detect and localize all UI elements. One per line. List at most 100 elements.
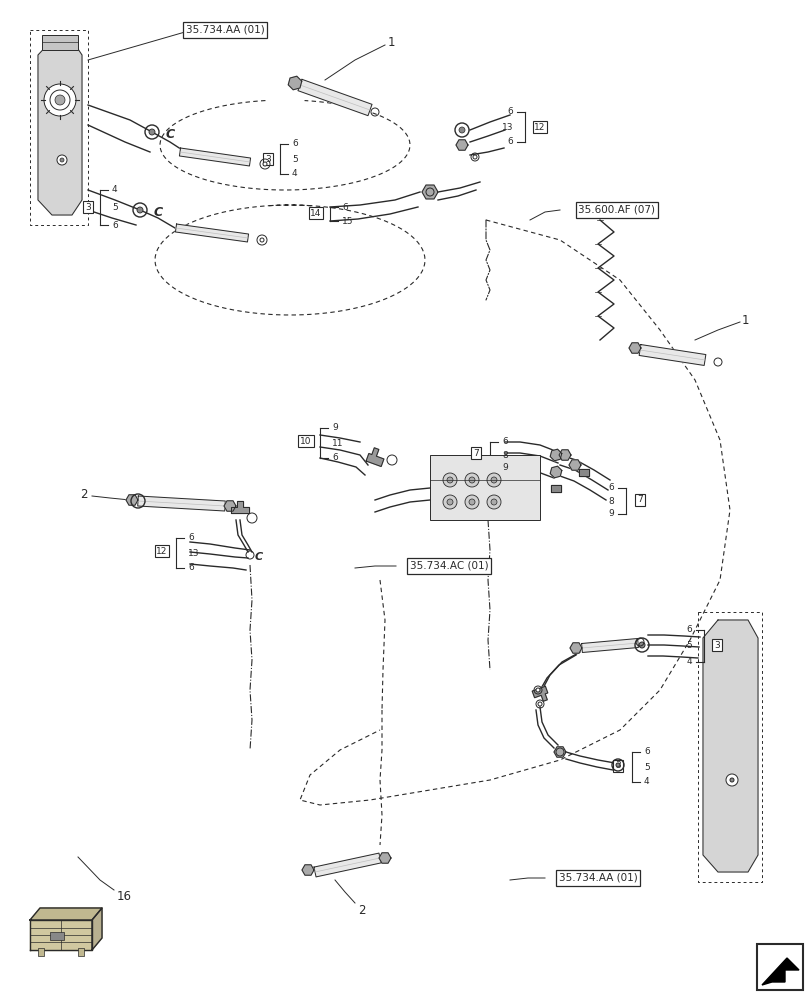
Circle shape <box>137 207 143 213</box>
Circle shape <box>57 155 67 165</box>
Text: 9: 9 <box>502 464 507 473</box>
Text: 2: 2 <box>358 904 365 916</box>
Polygon shape <box>570 643 582 653</box>
Circle shape <box>447 499 453 505</box>
Text: 6: 6 <box>188 564 194 572</box>
Polygon shape <box>231 501 249 513</box>
Polygon shape <box>30 920 92 950</box>
Polygon shape <box>92 908 102 950</box>
Circle shape <box>538 702 542 706</box>
Polygon shape <box>179 148 250 166</box>
Text: 4: 4 <box>644 778 650 786</box>
Circle shape <box>616 763 620 767</box>
Bar <box>38 948 44 956</box>
Text: 8: 8 <box>502 450 507 460</box>
Text: 9: 9 <box>332 424 338 432</box>
Polygon shape <box>629 343 641 353</box>
Polygon shape <box>224 501 236 511</box>
Text: 6: 6 <box>686 626 692 635</box>
Text: 5: 5 <box>644 762 650 772</box>
Polygon shape <box>38 40 82 215</box>
Text: 4: 4 <box>292 169 297 178</box>
Text: 35.734.AC (01): 35.734.AC (01) <box>410 561 488 571</box>
Text: 6: 6 <box>292 139 298 148</box>
Text: 12: 12 <box>156 546 168 556</box>
Text: 7: 7 <box>473 448 479 458</box>
Polygon shape <box>314 853 381 877</box>
Text: 6: 6 <box>507 107 513 116</box>
Circle shape <box>491 477 497 483</box>
Polygon shape <box>366 448 384 466</box>
Circle shape <box>55 95 65 105</box>
Polygon shape <box>302 865 314 875</box>
Text: 3: 3 <box>615 762 621 770</box>
Bar <box>757 944 803 990</box>
Text: 6: 6 <box>332 454 338 462</box>
Text: 12: 12 <box>534 122 545 131</box>
Circle shape <box>491 499 497 505</box>
Polygon shape <box>175 224 249 242</box>
Circle shape <box>447 477 453 483</box>
Text: 3: 3 <box>85 202 90 212</box>
Text: 6: 6 <box>507 137 513 146</box>
Polygon shape <box>422 185 438 199</box>
Text: 6: 6 <box>502 438 507 446</box>
Text: 1: 1 <box>742 314 750 326</box>
Polygon shape <box>288 76 301 90</box>
Polygon shape <box>550 449 562 461</box>
Polygon shape <box>559 450 571 460</box>
Polygon shape <box>554 747 566 757</box>
Text: 4: 4 <box>686 658 692 666</box>
Text: 16: 16 <box>117 890 132 904</box>
Polygon shape <box>582 639 638 652</box>
Text: 13: 13 <box>502 122 513 131</box>
Text: 8: 8 <box>608 496 614 506</box>
Text: 35.734.AA (01): 35.734.AA (01) <box>558 873 638 883</box>
Circle shape <box>443 473 457 487</box>
Text: 6: 6 <box>342 202 347 212</box>
Polygon shape <box>569 460 581 470</box>
Circle shape <box>473 155 477 159</box>
Circle shape <box>487 495 501 509</box>
Circle shape <box>465 495 479 509</box>
Polygon shape <box>532 686 548 701</box>
Circle shape <box>726 774 738 786</box>
Text: 11: 11 <box>332 438 343 448</box>
Bar <box>430 455 540 520</box>
Bar <box>42 35 78 50</box>
Polygon shape <box>30 908 102 920</box>
Bar <box>78 948 84 956</box>
Circle shape <box>639 642 645 648</box>
Polygon shape <box>126 495 138 505</box>
Circle shape <box>149 129 155 135</box>
Text: 9: 9 <box>608 510 614 518</box>
Text: 3: 3 <box>265 154 271 163</box>
Text: 14: 14 <box>310 209 322 218</box>
Circle shape <box>60 158 64 162</box>
Text: 4: 4 <box>112 186 118 194</box>
Text: 35.600.AF (07): 35.600.AF (07) <box>579 205 655 215</box>
Circle shape <box>730 778 734 782</box>
Text: C: C <box>166 127 175 140</box>
Polygon shape <box>550 466 562 478</box>
Text: 35.734.AA (01): 35.734.AA (01) <box>186 25 264 35</box>
Text: C: C <box>154 206 162 219</box>
Text: 7: 7 <box>638 495 643 504</box>
Polygon shape <box>762 958 799 985</box>
Text: 1: 1 <box>388 36 395 49</box>
Circle shape <box>469 499 475 505</box>
Polygon shape <box>456 140 468 150</box>
Circle shape <box>536 688 540 692</box>
Circle shape <box>487 473 501 487</box>
Polygon shape <box>639 345 706 365</box>
Circle shape <box>459 127 465 133</box>
Text: 2: 2 <box>80 488 87 500</box>
Text: 5: 5 <box>112 203 118 212</box>
Polygon shape <box>551 485 561 491</box>
Text: C: C <box>255 552 263 562</box>
Text: 6: 6 <box>112 221 118 230</box>
Circle shape <box>465 473 479 487</box>
Circle shape <box>44 84 76 116</box>
Polygon shape <box>137 496 225 511</box>
Circle shape <box>443 495 457 509</box>
